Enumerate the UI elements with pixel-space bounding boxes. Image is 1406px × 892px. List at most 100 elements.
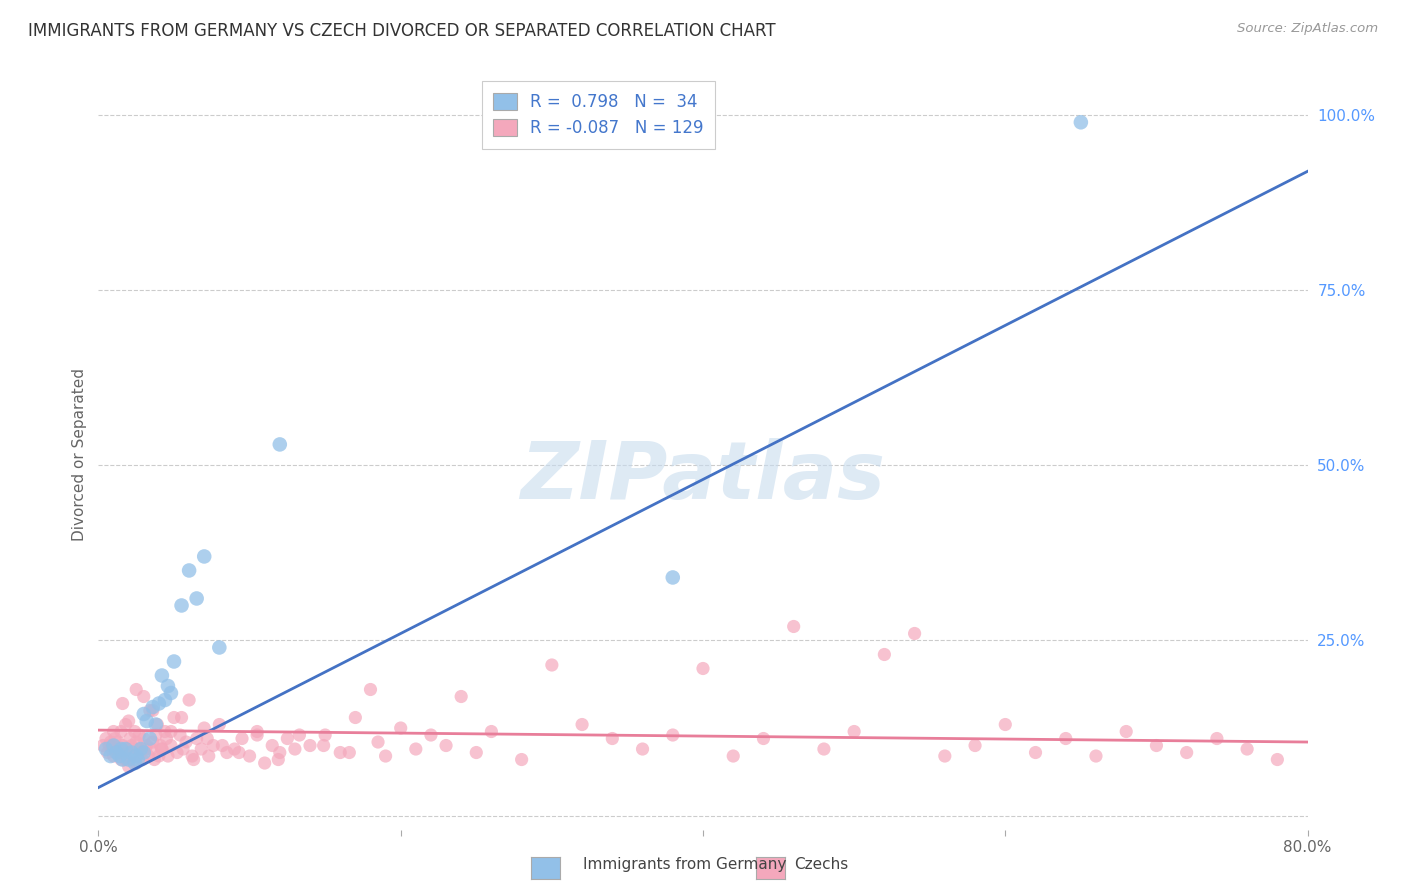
Point <box>181 749 204 764</box>
Point <box>253 756 276 770</box>
Point <box>153 693 176 707</box>
Point <box>128 728 150 742</box>
Text: Czechs: Czechs <box>794 857 849 872</box>
Point <box>118 752 141 766</box>
Point <box>112 746 135 760</box>
Point <box>314 728 336 742</box>
Point <box>120 731 142 746</box>
Point <box>108 746 131 760</box>
Point <box>246 728 269 742</box>
Text: IMMIGRANTS FROM GERMANY VS CZECH DIVORCED OR SEPARATED CORRELATION CHART: IMMIGRANTS FROM GERMANY VS CZECH DIVORCE… <box>28 22 776 40</box>
Point <box>111 739 134 753</box>
Point <box>450 690 472 704</box>
Point <box>602 731 624 746</box>
Point <box>299 739 322 753</box>
Point <box>215 746 238 760</box>
Point <box>100 749 122 764</box>
Point <box>105 746 128 760</box>
Point <box>783 619 806 633</box>
Point <box>148 697 170 711</box>
Point <box>132 706 155 721</box>
Point <box>1070 115 1092 129</box>
Point <box>156 749 179 764</box>
Point <box>434 739 457 753</box>
Point <box>100 735 122 749</box>
Point <box>121 739 143 753</box>
Point <box>105 742 128 756</box>
Point <box>107 735 129 749</box>
Text: Immigrants from Germany: Immigrants from Germany <box>583 857 787 872</box>
Point <box>118 759 141 773</box>
Point <box>146 717 169 731</box>
Point <box>1054 731 1077 746</box>
Point <box>125 756 148 770</box>
Point <box>110 742 132 756</box>
Y-axis label: Divorced or Separated: Divorced or Separated <box>72 368 87 541</box>
Point <box>571 717 593 731</box>
Point <box>329 746 352 760</box>
Point <box>208 717 231 731</box>
Point <box>174 735 197 749</box>
Point <box>150 668 173 682</box>
Point <box>262 739 284 753</box>
Point <box>228 746 250 760</box>
Point <box>631 742 654 756</box>
Point <box>389 721 412 735</box>
Point <box>141 742 163 756</box>
Point <box>465 746 488 760</box>
Point <box>211 739 233 753</box>
Point <box>91 739 114 753</box>
Point <box>540 658 562 673</box>
Point <box>1236 742 1258 756</box>
Point <box>139 704 162 718</box>
Point <box>179 564 201 578</box>
Point <box>105 746 128 760</box>
Point <box>1144 739 1167 753</box>
Point <box>114 752 136 766</box>
Point <box>142 704 165 718</box>
Point <box>115 742 138 756</box>
Point <box>163 655 186 669</box>
Point <box>110 724 132 739</box>
Point <box>202 739 225 753</box>
Point <box>118 714 141 728</box>
Point <box>231 731 253 746</box>
Point <box>129 746 152 760</box>
Point <box>374 749 396 764</box>
Point <box>193 549 215 564</box>
Point <box>132 731 155 746</box>
Point <box>96 746 118 760</box>
Point <box>94 731 117 746</box>
Point <box>100 739 122 753</box>
Point <box>122 749 145 764</box>
Point <box>692 661 714 675</box>
Point <box>269 437 291 451</box>
Point <box>101 742 124 756</box>
Point <box>510 752 533 766</box>
Point <box>1267 752 1289 766</box>
Point <box>190 742 212 756</box>
Point <box>111 752 134 766</box>
Point <box>752 731 775 746</box>
Point <box>367 735 389 749</box>
Point <box>142 735 165 749</box>
Point <box>1024 746 1046 760</box>
Point <box>125 682 148 697</box>
Point <box>276 731 298 746</box>
Point <box>121 746 143 760</box>
Point <box>1115 724 1137 739</box>
Point <box>142 700 165 714</box>
Point <box>136 749 159 764</box>
Point <box>312 739 335 753</box>
Point <box>246 724 269 739</box>
Point <box>183 752 205 766</box>
Point <box>661 570 683 584</box>
Point <box>155 731 177 746</box>
Point <box>169 728 191 742</box>
Point <box>139 731 162 746</box>
Point <box>170 599 193 613</box>
Point <box>360 682 382 697</box>
Point <box>134 742 156 756</box>
Point <box>150 742 173 756</box>
Point <box>965 739 987 753</box>
